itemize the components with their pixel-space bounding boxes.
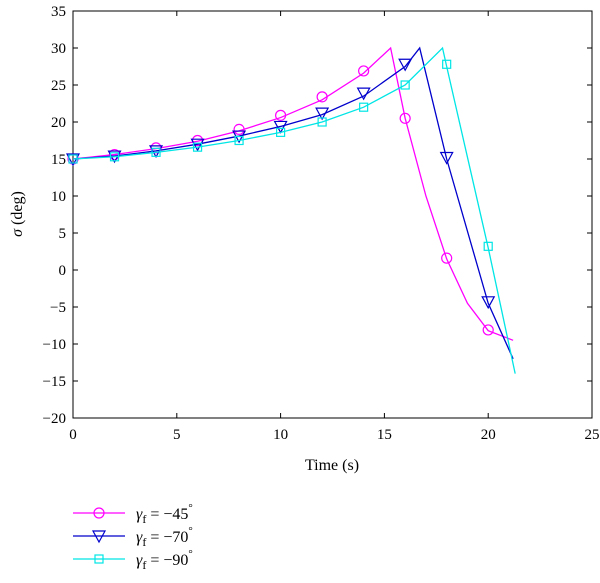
data-point-marker [358,65,370,77]
data-point-marker [399,112,411,124]
legend: γf = −45°γf = −70°γf = −90° [73,502,193,572]
data-point-marker [400,80,410,90]
series-line [72,46,514,360]
y-tick-label: 30 [51,41,66,57]
data-point-marker [315,107,330,121]
data-point-marker [481,296,496,310]
axis-ticks: 0 5 10 15 20 25 −20 −15 −10 −5 0 5 10 15 20 25 30 35 [43,4,600,443]
legend-symbol: γ [136,529,143,546]
data-point-marker [192,142,203,152]
y-tick-label: 35 [51,4,66,20]
y-tick-label: 5 [59,226,67,242]
legend-item-3: γf = −90° [73,548,193,572]
legend-item-1: γf = −45° [73,502,193,526]
legend-label: γf = −70° [136,525,193,549]
data-point-marker [233,123,245,135]
data-point-marker [482,324,494,336]
y-axis-label: σ (deg) [9,191,26,237]
data-point-marker [151,147,161,157]
legend-value: = −70 [146,529,188,546]
y-axis-symbol: σ [9,228,26,237]
data-point-marker [442,59,452,69]
y-tick-label: −20 [43,411,66,427]
x-tick-label: 15 [377,427,392,443]
legend-subscript: f [142,535,146,549]
legend-marker [93,507,105,519]
legend-item-2: γf = −70° [73,525,193,549]
legend-degree: ° [188,502,192,514]
legend-subscript: f [142,512,146,526]
legend-degree: ° [188,548,192,560]
y-tick-label: −5 [50,300,66,316]
legend-degree: ° [188,525,192,537]
data-point-marker [108,148,121,161]
x-tick-label: 0 [69,427,77,443]
data-point-marker [234,135,244,146]
series-line [72,46,516,374]
y-tick-label: 0 [59,263,67,279]
y-tick-label: 15 [51,152,66,168]
y-tick-label: −10 [43,337,66,353]
y-tick-label: −15 [43,374,66,390]
x-tick-label: 20 [481,427,496,443]
data-point-marker [276,127,286,137]
data-point-marker [190,138,205,152]
x-tick-label: 25 [585,427,600,443]
data-point-marker [317,117,327,127]
legend-value: = −45 [146,506,188,523]
legend-label: γf = −90° [136,548,193,572]
y-tick-label: 20 [51,115,66,131]
x-axis-label: Time (s) [305,457,359,474]
data-point-marker [68,154,78,164]
series-layer [65,46,516,374]
x-tick-label: 5 [173,427,181,443]
y-tick-label: 25 [51,78,66,94]
data-point-marker [275,109,287,121]
legend-marker [91,530,107,544]
data-point-marker [316,91,328,103]
series-line [72,46,514,341]
data-point-marker [483,241,493,251]
legend-marker [94,554,104,564]
legend-label: γf = −45° [136,502,193,526]
legend-subscript: f [142,558,146,572]
y-tick-label: 10 [51,189,66,205]
y-axis-unit: (deg) [9,191,26,229]
data-point-marker [273,120,288,134]
legend-value: = −90 [146,552,188,569]
series-3 [68,46,516,374]
data-point-marker [65,153,81,167]
x-tick-label: 10 [273,427,288,443]
legend-symbol: γ [136,552,143,569]
data-point-marker [359,102,369,112]
data-point-marker [398,58,413,72]
plot-area [72,10,593,419]
legend-symbol: γ [136,506,143,523]
data-point-marker [356,87,371,101]
data-point-marker [439,151,454,165]
data-point-marker [109,152,120,162]
data-point-marker [441,252,453,264]
